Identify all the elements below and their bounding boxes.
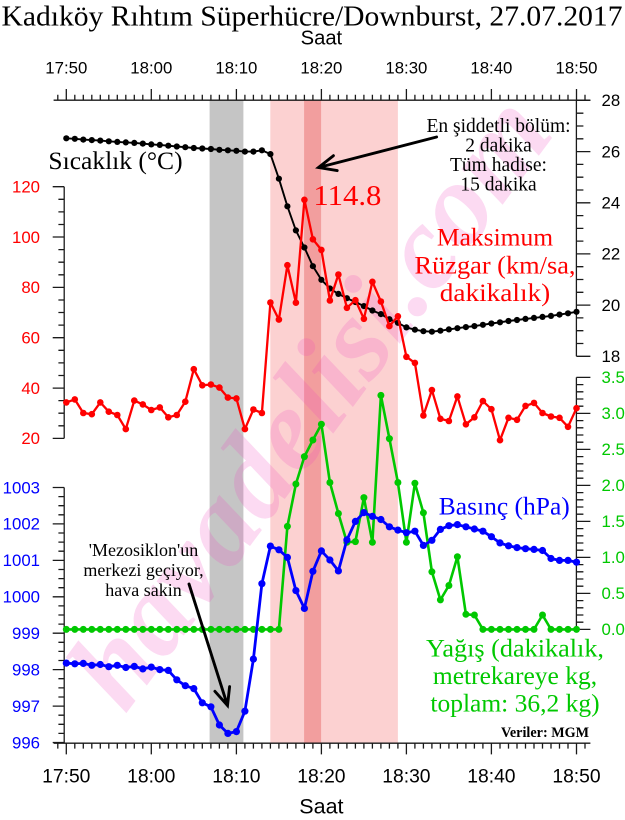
svg-text:En şiddetli bölüm:: En şiddetli bölüm:: [426, 116, 570, 137]
svg-text:17:50: 17:50: [42, 767, 90, 788]
svg-text:18:10: 18:10: [215, 59, 257, 78]
svg-text:'Mezosiklon'un: 'Mezosiklon'un: [89, 540, 198, 560]
svg-text:2.5: 2.5: [602, 440, 625, 459]
svg-text:28: 28: [602, 91, 621, 110]
svg-text:1002: 1002: [3, 515, 40, 534]
svg-text:18:40: 18:40: [467, 767, 515, 788]
svg-text:24: 24: [602, 194, 621, 213]
svg-text:15 dakika: 15 dakika: [460, 175, 537, 196]
svg-text:Sıcaklık (°C): Sıcaklık (°C): [48, 146, 182, 175]
svg-text:18:00: 18:00: [127, 767, 175, 788]
svg-text:Kadıköy Rıhtım Süperhücre/Down: Kadıköy Rıhtım Süperhücre/Downburst, 27.…: [2, 1, 623, 33]
svg-text:Rüzgar (km/sa,: Rüzgar (km/sa,: [415, 250, 576, 279]
svg-text:18:30: 18:30: [385, 59, 427, 78]
svg-text:18:20: 18:20: [300, 59, 342, 78]
svg-text:Saat: Saat: [301, 28, 343, 50]
svg-text:999: 999: [12, 624, 40, 643]
svg-text:20: 20: [21, 429, 40, 448]
svg-text:Veriler: MGM: Veriler: MGM: [501, 725, 589, 741]
svg-text:2 dakika: 2 dakika: [465, 136, 532, 157]
svg-text:100: 100: [12, 228, 40, 247]
svg-text:997: 997: [12, 697, 40, 716]
svg-text:0.5: 0.5: [602, 584, 625, 603]
svg-text:Yağış (dakikalık,: Yağış (dakikalık,: [426, 634, 604, 663]
svg-text:20: 20: [602, 296, 621, 315]
svg-text:26: 26: [602, 142, 621, 161]
svg-text:hava sakin: hava sakin: [105, 580, 181, 600]
svg-text:0.0: 0.0: [602, 620, 625, 639]
svg-text:17:50: 17:50: [45, 59, 87, 78]
svg-text:Saat: Saat: [299, 795, 343, 816]
svg-text:metrekareye kg,: metrekareye kg,: [433, 661, 597, 690]
svg-text:2.0: 2.0: [602, 476, 625, 495]
svg-text:1.0: 1.0: [602, 548, 625, 567]
svg-text:1001: 1001: [3, 551, 40, 570]
svg-text:114.8: 114.8: [313, 181, 381, 212]
svg-text:18:20: 18:20: [297, 767, 345, 788]
svg-text:18:10: 18:10: [212, 767, 260, 788]
svg-text:40: 40: [21, 379, 40, 398]
svg-text:Maksimum: Maksimum: [437, 223, 553, 252]
svg-text:120: 120: [12, 178, 40, 197]
svg-text:dakikalık): dakikalık): [440, 278, 551, 307]
svg-text:3.0: 3.0: [602, 404, 625, 423]
svg-text:toplam: 36,2 kg): toplam: 36,2 kg): [430, 689, 599, 718]
svg-text:18:40: 18:40: [470, 59, 512, 78]
svg-text:1000: 1000: [3, 588, 40, 607]
svg-text:Basınç (hPa): Basınç (hPa): [439, 492, 570, 521]
svg-text:998: 998: [12, 660, 40, 679]
svg-text:Tüm hadise:: Tüm hadise:: [450, 155, 547, 176]
svg-text:18:50: 18:50: [552, 767, 600, 788]
svg-text:996: 996: [12, 733, 40, 752]
svg-text:merkezi geçiyor,: merkezi geçiyor,: [83, 560, 203, 580]
svg-text:18:00: 18:00: [130, 59, 172, 78]
svg-text:3.5: 3.5: [602, 368, 625, 387]
svg-text:1003: 1003: [3, 478, 40, 497]
svg-text:18: 18: [602, 347, 621, 366]
svg-text:1.5: 1.5: [602, 512, 625, 531]
svg-text:22: 22: [602, 245, 621, 264]
svg-text:80: 80: [21, 278, 40, 297]
svg-text:18:50: 18:50: [556, 59, 598, 78]
svg-text:18:30: 18:30: [382, 767, 430, 788]
svg-text:60: 60: [21, 329, 40, 348]
